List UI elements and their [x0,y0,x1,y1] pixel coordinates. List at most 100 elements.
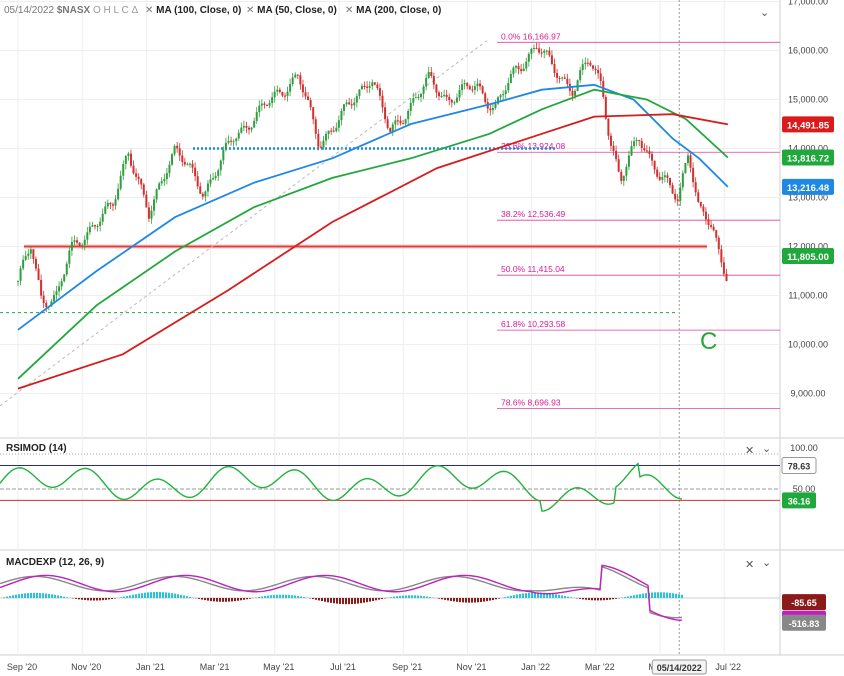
macd-hist-bar [639,594,641,598]
candle [117,188,120,200]
study-ma50[interactable]: ✕ MA (50, Close, 0) [246,5,337,16]
macd-hist-bar [150,592,152,598]
study-ma100[interactable]: ✕ MA (100, Close, 0) [145,5,241,16]
chevron-down-icon[interactable]: ⌄ [760,7,770,19]
macd-hist-bar [231,598,233,602]
study-ma200[interactable]: ✕ MA (200, Close, 0) [345,5,441,16]
candle [371,82,374,87]
macd-hist-bar [540,592,542,598]
macd-hist-bar [543,592,545,598]
candle [479,83,482,87]
chevron-down-icon[interactable]: ⌄ [762,443,772,455]
macd-hist-bar [183,595,185,598]
candle [237,132,240,139]
rsi-level-label: 78.63 [788,462,811,472]
chevron-down-icon[interactable]: ⌄ [762,557,772,569]
candle [566,78,569,84]
candle [592,65,595,69]
candle [45,303,48,307]
x-icon[interactable]: ✕ [145,5,157,16]
macd-hist-bar [87,598,89,601]
candle [473,86,476,90]
header-symbol[interactable]: $NASX [56,5,91,16]
macd-hist-bar [585,598,587,600]
candle [704,211,707,220]
fib-label: 61.8% 10,293.58 [501,319,566,329]
candle [535,47,538,49]
candle [694,182,697,193]
macd-hist-bar [420,595,422,598]
x-tick-label: Jan '22 [521,662,550,672]
candle [620,171,623,181]
candle [188,163,191,165]
macd-hist-bar [582,598,584,600]
macd-hist-bar [405,595,407,598]
price-label: 11,805.00 [787,252,829,263]
close-icon[interactable]: ✕ [745,559,755,571]
macd-hist-bar [294,595,296,598]
macd-hist-bar [447,598,449,601]
macd-hist-bar [279,594,281,598]
candle [268,103,271,106]
candle [19,268,22,281]
macd-hist-bar [600,598,602,601]
macd-hist-bar [228,598,230,602]
x-tick-label: Jan '21 [136,662,165,672]
candle [656,169,659,177]
macd-hist-bar [141,593,143,598]
macd-hist-bar [471,598,473,603]
macd-hist-bar [486,598,488,602]
macd-hist-bar [570,597,572,598]
candle [248,127,251,130]
candle [312,107,315,120]
candle [355,96,358,103]
candle [106,202,109,207]
macd-hist-bar [162,592,164,598]
candle [399,120,402,124]
macd-hist-bar [633,595,635,598]
candle [17,280,19,282]
macd-hist-bar [615,598,617,599]
macd-hist-bar [57,595,59,598]
candle [384,107,387,120]
macd-hist-bar [105,598,107,600]
candle [353,102,356,106]
macd-hist-bar [327,598,329,603]
close-icon[interactable]: ✕ [745,445,755,457]
candle [386,119,389,128]
candle [686,155,689,164]
macd-hist-bar [138,593,140,598]
candle [160,181,163,184]
macd-hist-bar [369,598,371,602]
candle [504,90,507,95]
macd-hist-bar [453,598,455,602]
macd-hist-bar [234,598,236,602]
macd-hist-bar [450,598,452,601]
macd-value-box [782,594,826,611]
price-label: 13,816.72 [787,153,829,164]
candle [114,199,117,206]
candle [471,89,474,91]
candle [135,173,138,177]
candle [343,104,346,111]
chart-header: 05/14/2022 $NASX O H L C Δ [4,5,138,16]
macd-hist-bar [48,593,50,598]
macd-hist-bar [15,594,17,598]
x-icon[interactable]: ✕ [246,5,258,16]
candle [322,140,325,148]
macd-value-label: -516.83 [789,619,820,629]
study-ma100-label: MA (100, Close, 0) [156,5,242,16]
rsi-line [0,462,683,512]
candle [645,150,648,152]
price-label-box [782,149,834,166]
candle [325,133,328,141]
macd-hist-bar [9,595,11,598]
macd-hist-bar [60,596,62,598]
candle [607,118,610,136]
macd-hist-bar [612,598,614,600]
x-icon[interactable]: ✕ [345,5,357,16]
candle [484,93,487,103]
macd-hist-bar [495,598,497,600]
candle [437,92,440,97]
